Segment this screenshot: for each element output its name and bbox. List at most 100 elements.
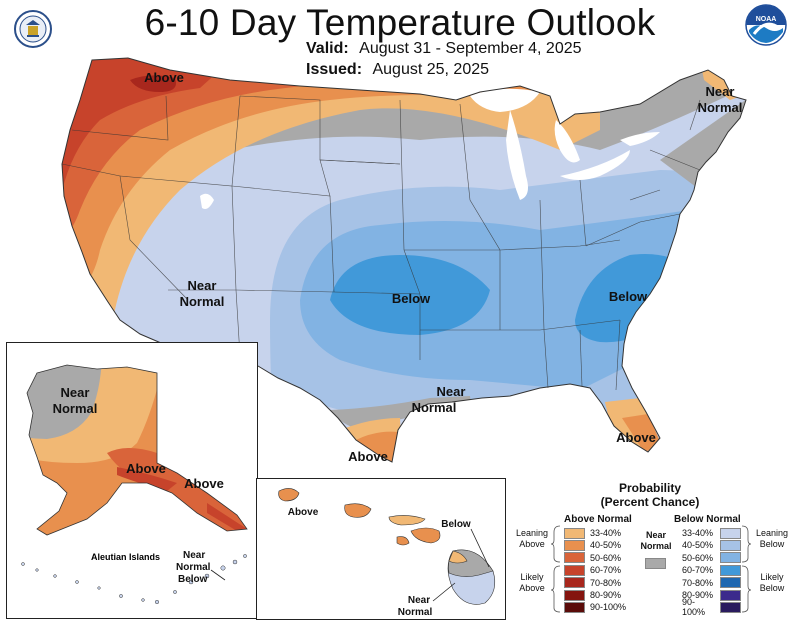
legend-below-swatch (720, 589, 741, 601)
legend-above-swatch (564, 564, 585, 576)
legend-below-row: 90-100% (682, 597, 800, 617)
maui-shape (410, 527, 441, 544)
conus-labels: Above Near Normal Near Normal Below Belo… (144, 70, 742, 464)
legend: Probability (Percent Chance) Above Norma… (512, 480, 800, 618)
aleutian-islands-shapes (21, 554, 247, 605)
legend-above-row: 90-100% (564, 601, 684, 613)
hawaii-label-near-normal-line1: Near (408, 595, 430, 606)
aleutians-title: Aleutian Islands (91, 552, 160, 562)
legend-below-range: 60-70% (682, 565, 714, 576)
legend-below-swatch (720, 564, 741, 576)
valid-dates: Valid: August 31 - September 4, 2025 (306, 40, 582, 58)
legend-above-row: 50-60% (564, 552, 684, 564)
hawaii-label-near-normal-line2: Normal (398, 607, 433, 618)
commerce-seal-icon (14, 10, 52, 48)
aleutians-label-line3: Below (178, 574, 208, 585)
alaska-label-above-1: Above (126, 461, 166, 476)
alaska-label-near-normal-line2: Normal (53, 401, 98, 416)
aleutians-inset: Aleutian Islands Near Normal Below (6, 542, 258, 619)
legend-above-range: 50-60% (590, 552, 622, 563)
aleutians-label-line2: Normal (176, 562, 211, 573)
legend-below-row: 50-60% (682, 552, 800, 564)
big-island-above (448, 550, 468, 564)
alaska-shading (27, 365, 247, 535)
legend-leaning-above: Leaning Above (515, 528, 549, 549)
legend-above-range: 40-50% (590, 540, 622, 551)
legend-above-row: 33-40% (564, 527, 684, 539)
aleutians-label-line1: Near (183, 550, 205, 561)
legend-above-swatch (564, 577, 585, 589)
legend-above-row: 40-50% (564, 539, 684, 551)
legend-near-normal-swatch (645, 558, 666, 569)
oahu-shape (344, 503, 372, 518)
legend-below-range: 90-100% (682, 597, 706, 618)
kauai-shape (278, 488, 300, 502)
legend-likely-below: Likely Below (759, 572, 785, 593)
legend-above-range: 80-90% (590, 590, 622, 600)
conus-label-ne-near-normal-line2: Normal (698, 100, 743, 115)
valid-value: August 31 - September 4, 2025 (359, 40, 582, 57)
aleutians-label-leader (210, 569, 226, 581)
legend-above-range: 90-100% (590, 602, 627, 613)
legend-title-line1: Probability (618, 481, 681, 495)
conus-label-nw-above: Above (144, 70, 184, 85)
legend-likely-above: Likely Above (519, 572, 545, 593)
legend-above-range: 33-40% (590, 528, 622, 538)
noaa-logo-icon (745, 4, 787, 46)
legend-near-normal-label: Near Normal (640, 530, 672, 551)
alaska-label-above-2: Above (184, 476, 224, 491)
legend-above-row: 70-80% (564, 577, 684, 589)
issued-value: August 25, 2025 (372, 61, 490, 78)
hawaii-below-leader (470, 528, 490, 568)
legend-above-row: 60-70% (564, 564, 684, 576)
conus-label-texas-above: Above (348, 449, 388, 464)
legend-below-header: Below Normal (674, 514, 741, 525)
conus-label-west-near-normal-line1: Near (188, 278, 217, 293)
hawaii-map: Above Below Near Normal (278, 488, 496, 618)
alaska-inset: Near Normal Above Above (6, 342, 258, 544)
conus-label-central-below: Below (392, 291, 431, 306)
valid-label: Valid: (306, 40, 349, 57)
legend-above-swatch (564, 589, 585, 601)
legend-below-range: 33-40% (682, 528, 714, 538)
legend-above-swatch (564, 552, 585, 564)
molokai-shape (388, 515, 426, 526)
alaska-label-near-normal-line1: Near (61, 385, 90, 400)
legend-below-range: 70-80% (682, 577, 714, 588)
aleutians-map: Aleutian Islands Near Normal Below (21, 550, 247, 605)
conus-label-florida-above: Above (616, 430, 656, 445)
legend-below-swatch (720, 539, 741, 551)
legend-below-range: 40-50% (682, 540, 714, 551)
legend-below-row: 40-50% (682, 539, 800, 551)
legend-below-range: 80-90% (682, 590, 714, 600)
legend-below-swatch (720, 552, 741, 564)
legend-below-swatch (720, 601, 741, 613)
legend-below-row: 60-70% (682, 564, 800, 576)
legend-below-swatch (720, 527, 741, 539)
legend-above-row: 80-90% (564, 589, 684, 601)
conus-label-gulf-near-normal-line1: Near (437, 384, 466, 399)
hawaii-label-above: Above (288, 507, 319, 518)
hawaii-near-normal-leader (432, 582, 456, 602)
state-borders (61, 95, 701, 391)
legend-title-line2: (Percent Chance) (600, 495, 700, 509)
noaa-logo-text: NOAA (755, 16, 777, 23)
legend-above-swatch (564, 539, 585, 551)
page-title: 6-10 Day Temperature Outlook (144, 2, 656, 43)
legend-leaning-below: Leaning Below (755, 528, 789, 549)
legend-below-swatch (720, 577, 741, 589)
legend-above-brace (550, 525, 561, 613)
lanai-shape (396, 536, 410, 546)
alaska-map: Near Normal Above Above (26, 364, 248, 536)
hawaii-label-below: Below (441, 519, 471, 530)
legend-above-range: 70-80% (590, 577, 622, 588)
conus-label-west-near-normal-line2: Normal (180, 294, 225, 309)
legend-below-brace (741, 525, 752, 613)
conus-label-gulf-near-normal-line2: Normal (412, 400, 457, 415)
legend-above-range: 60-70% (590, 565, 622, 576)
legend-below-row: 80-90% (682, 589, 800, 601)
issued-label: Issued: (306, 61, 363, 78)
legend-above-swatch (564, 527, 585, 539)
